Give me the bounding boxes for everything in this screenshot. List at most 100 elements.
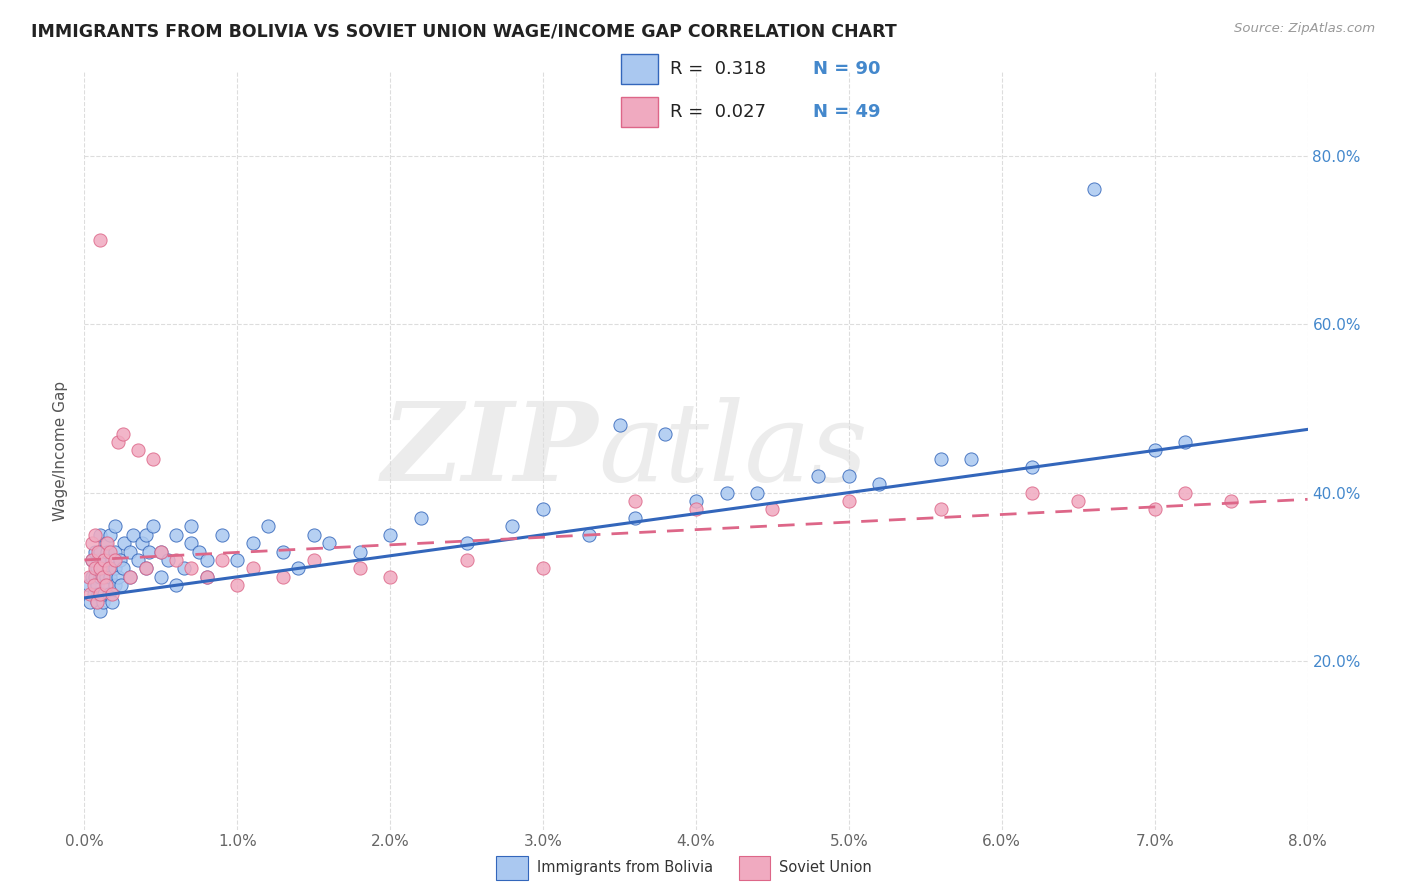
Point [89,587,111,601]
Point [89,570,111,584]
Point [1143,502,1166,516]
Point [302,527,325,541]
Point [122,527,145,541]
Point [502,519,524,533]
Point [226,553,249,567]
Point [120,570,142,584]
Point [93,553,115,567]
Point [111,426,134,441]
Point [135,527,157,541]
Point [807,468,830,483]
Text: R =  0.318: R = 0.318 [671,60,766,78]
Point [271,544,294,558]
Point [104,544,127,558]
Point [93,587,115,601]
Point [1067,494,1090,508]
Point [173,561,195,575]
Point [96,536,118,550]
Point [94,578,117,592]
Point [142,519,165,533]
Point [138,544,160,558]
Point [97,587,120,601]
Point [242,536,264,550]
Point [609,418,631,433]
Point [101,595,124,609]
Point [165,527,187,541]
Point [84,561,107,575]
Point [83,587,105,601]
Point [380,570,402,584]
Point [149,570,172,584]
Point [380,527,402,541]
Bar [740,856,770,880]
Point [84,544,107,558]
Point [409,511,432,525]
Point [287,561,309,575]
Point [226,578,249,592]
Point [94,570,117,584]
Point [195,570,218,584]
Point [94,536,117,550]
Point [960,451,983,466]
Point [80,553,103,567]
Point [318,536,340,550]
Point [97,561,120,575]
Point [180,536,202,550]
Point [87,587,110,601]
Point [120,544,142,558]
Point [869,477,891,491]
Point [195,570,218,584]
Point [271,570,294,584]
Point [135,561,157,575]
Text: ZIP: ZIP [381,397,598,504]
Point [747,485,769,500]
Point [456,553,478,567]
Point [180,519,202,533]
Point [80,553,103,567]
Point [456,536,478,550]
Point [149,544,172,558]
Point [83,578,105,592]
Point [98,544,121,558]
Point [104,553,127,567]
Point [624,511,647,525]
Point [761,502,783,516]
Point [578,527,600,541]
Point [110,578,132,592]
Point [531,502,554,516]
Point [211,553,233,567]
Point [685,502,707,516]
Point [98,527,121,541]
Point [838,494,860,508]
Text: Soviet Union: Soviet Union [779,861,872,875]
Point [838,468,860,483]
Bar [621,97,658,127]
Point [96,578,118,592]
Point [108,553,131,567]
Text: Immigrants from Bolivia: Immigrants from Bolivia [537,861,713,875]
Point [211,527,233,541]
Point [157,553,180,567]
Point [86,595,108,609]
Point [91,561,114,575]
Bar [621,54,658,84]
Point [86,561,108,575]
Text: Source: ZipAtlas.com: Source: ZipAtlas.com [1234,22,1375,36]
Point [195,553,218,567]
Point [86,595,108,609]
Text: R =  0.027: R = 0.027 [671,103,766,121]
Point [101,587,124,601]
Point [716,485,738,500]
Point [79,595,101,609]
Point [96,544,118,558]
Point [1021,485,1043,500]
Point [79,587,101,601]
Point [165,553,187,567]
Point [929,451,952,466]
Point [84,527,107,541]
Point [84,570,107,584]
Bar [496,856,527,880]
Point [104,519,127,533]
Point [89,544,111,558]
Point [1174,435,1197,450]
